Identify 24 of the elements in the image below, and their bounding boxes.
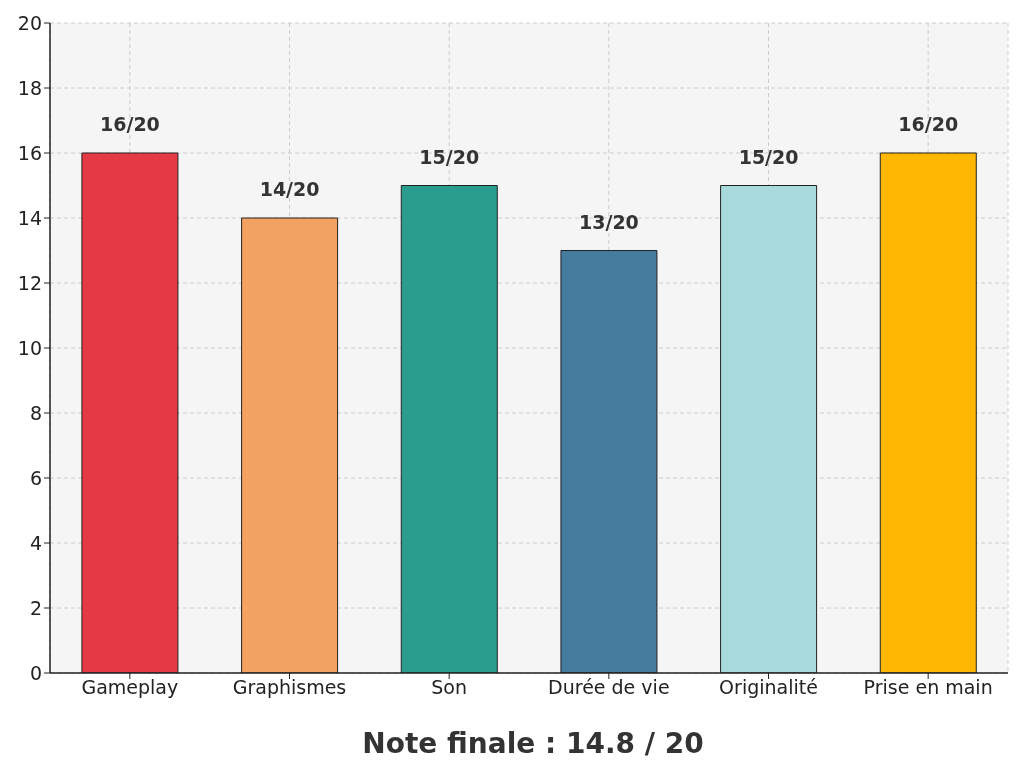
data-label: 16/20 <box>898 113 959 135</box>
x-tick-label: Gameplay <box>81 676 179 699</box>
x-tick-label: Son <box>431 676 468 699</box>
data-label: 15/20 <box>738 145 799 168</box>
x-tick-label: Durée de vie <box>548 676 670 699</box>
data-label: 15/20 <box>419 145 480 168</box>
y-tick-label: 14 <box>17 206 42 229</box>
x-tick-label: Prise en main <box>863 676 993 699</box>
data-label: 13/20 <box>579 210 639 233</box>
x-axis-title: Note finale : 14.8 / 20 <box>361 727 705 760</box>
y-tick-label: 12 <box>17 271 42 294</box>
y-tick-label: 2 <box>29 596 42 619</box>
x-tick-label: Graphismes <box>232 676 347 699</box>
y-tick-label: 18 <box>17 76 42 99</box>
data-label: 14/20 <box>259 178 320 200</box>
y-tick-label: 20 <box>17 11 42 34</box>
y-tick-label: 16 <box>17 141 42 164</box>
y-tick-label: 0 <box>29 661 42 684</box>
y-tick-label: 8 <box>29 401 42 424</box>
y-tick-label: 10 <box>17 336 42 359</box>
x-tick-label: Originalité <box>719 676 818 699</box>
data-label: 16/20 <box>100 113 160 135</box>
y-tick-label: 6 <box>29 466 42 489</box>
y-tick-label: 4 <box>29 531 42 554</box>
